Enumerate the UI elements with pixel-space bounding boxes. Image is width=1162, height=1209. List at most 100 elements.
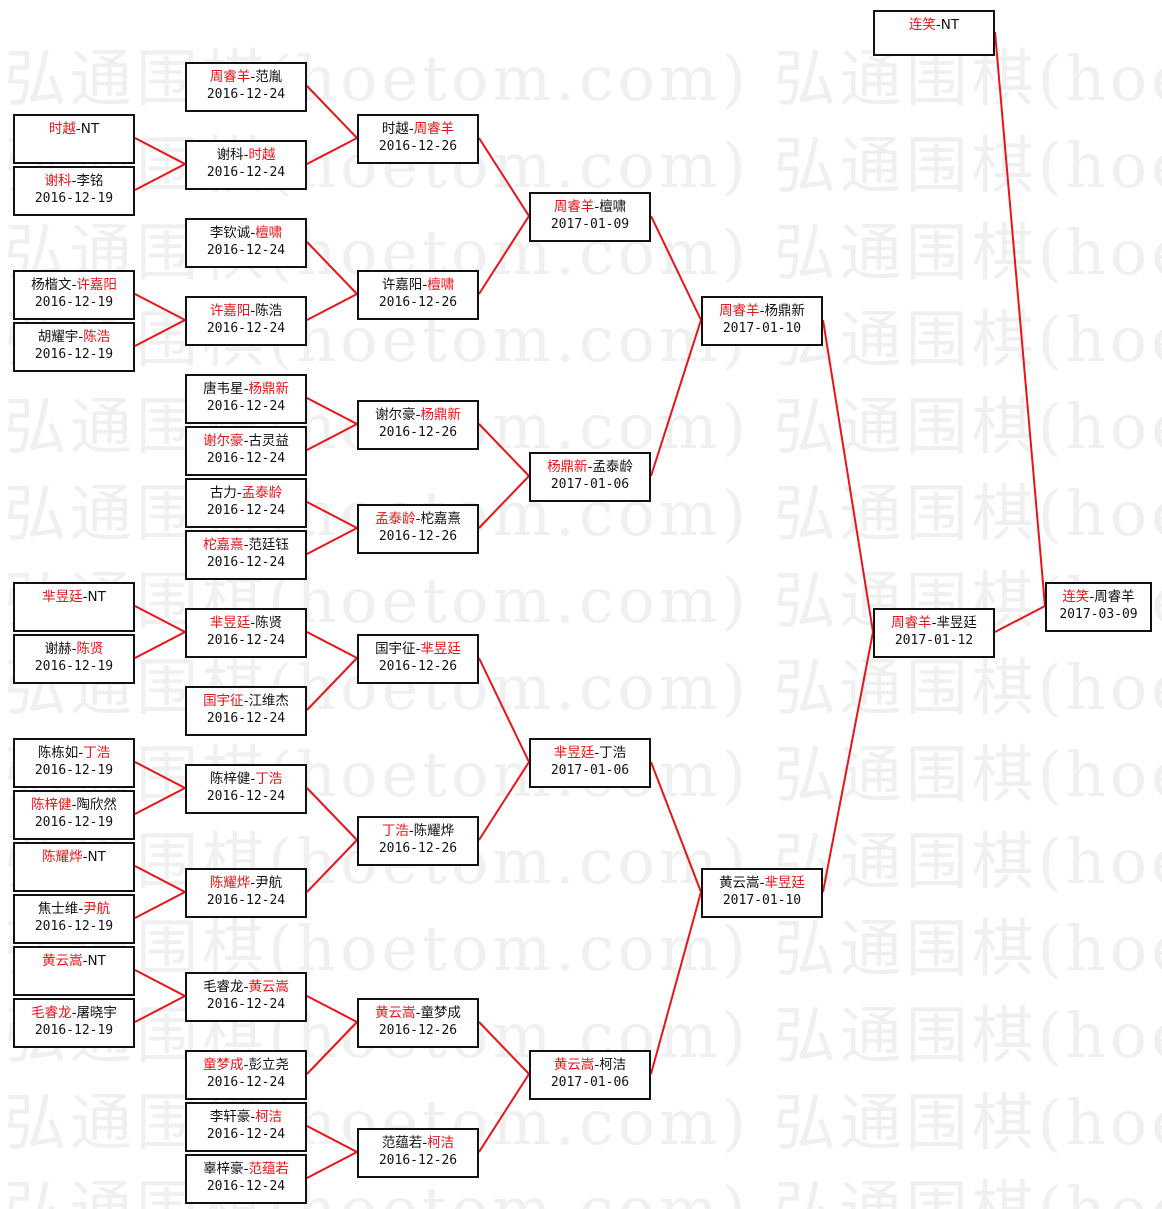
player-name: 杨鼎新 xyxy=(764,303,805,319)
winner-name: 许嘉阳 xyxy=(209,303,251,319)
match-players: 周睿羊-杨鼎新 xyxy=(703,302,821,320)
match-box: 古力-孟泰龄 2016-12-24 xyxy=(185,478,307,528)
match-box: 国宇征-芈昱廷 2016-12-26 xyxy=(357,634,479,684)
match-players: 谢科-李铭 xyxy=(15,172,133,190)
bracket-connector xyxy=(478,1021,530,1075)
match-date: 2016-12-19 xyxy=(34,659,114,674)
winner-name: 芈昱廷 xyxy=(209,615,251,631)
player-name: NT xyxy=(87,589,106,605)
player-name: 李轩豪 xyxy=(209,1109,251,1125)
winner-name: 黄云嵩 xyxy=(553,1057,595,1073)
separator: - xyxy=(243,147,249,163)
match-box: 芈昱廷-丁浩 2017-01-06 xyxy=(529,738,651,788)
player-name: 芈昱廷 xyxy=(936,615,977,631)
winner-name: 许嘉阳 xyxy=(76,277,117,293)
bracket-connector xyxy=(306,1151,358,1179)
separator: - xyxy=(71,173,77,189)
winner-name: 陈贤 xyxy=(76,641,104,657)
separator: - xyxy=(82,953,88,969)
separator: - xyxy=(759,875,765,891)
match-box: 毛睿龙-屠晓宇 2016-12-19 xyxy=(13,998,135,1048)
bracket-connector xyxy=(306,85,358,139)
player-name: NT xyxy=(87,849,106,865)
match-players: 周睿羊-范胤 xyxy=(187,68,305,86)
separator: - xyxy=(82,849,88,865)
player-name: 李钦诚 xyxy=(209,225,251,241)
player-name: 尹航 xyxy=(255,875,283,891)
winner-name: 连笑 xyxy=(1062,589,1090,605)
winner-name: 柯洁 xyxy=(255,1109,283,1125)
bracket-connector xyxy=(134,631,186,659)
bracket-connector xyxy=(306,293,358,321)
separator: - xyxy=(594,1057,600,1073)
match-date: 2016-12-26 xyxy=(378,1153,458,1168)
match-date: 2016-12-24 xyxy=(206,1127,286,1142)
player-name: NT xyxy=(940,17,960,33)
bracket-connector xyxy=(134,319,186,347)
match-players: 古力-孟泰龄 xyxy=(187,484,305,502)
player-name: 谢科 xyxy=(216,147,244,163)
player-name: 胡耀宇 xyxy=(37,329,79,345)
winner-name: 杨鼎新 xyxy=(547,459,588,475)
match-box: 童梦成-彭立尧 2016-12-24 xyxy=(185,1050,307,1100)
separator: - xyxy=(236,485,242,501)
bracket-connector xyxy=(994,31,1046,607)
match-box: 黄云嵩-童梦成 2016-12-26 xyxy=(357,998,479,1048)
winner-name: 丁浩 xyxy=(381,823,409,839)
match-box: 孟泰龄-柁嘉熹 2016-12-26 xyxy=(357,504,479,554)
match-box: 周睿羊-檀啸 2017-01-09 xyxy=(529,192,651,242)
separator: - xyxy=(82,589,88,605)
match-box: 焦士维-尹航 2016-12-19 xyxy=(13,894,135,944)
winner-name: 黄云嵩 xyxy=(375,1005,416,1021)
match-box: 国宇征-江维杰 2016-12-24 xyxy=(185,686,307,736)
separator: - xyxy=(78,329,84,345)
match-players: 谢科-时越 xyxy=(187,146,305,164)
winner-name: 毛睿龙 xyxy=(31,1005,72,1021)
match-date: 2016-12-19 xyxy=(34,191,114,206)
match-date: 2016-12-26 xyxy=(378,139,458,154)
separator: - xyxy=(71,641,77,657)
winner-name: 连笑 xyxy=(908,17,936,33)
match-players: 芈昱廷-丁浩 xyxy=(531,744,649,762)
player-name: 毛睿龙 xyxy=(203,979,244,995)
player-name: 唐韦星 xyxy=(203,381,244,397)
match-box: 芈昱廷-NT xyxy=(13,582,135,632)
match-box: 李钦诚-檀啸 2016-12-24 xyxy=(185,218,307,268)
separator: - xyxy=(243,1161,249,1177)
separator: - xyxy=(415,641,421,657)
match-box: 周睿羊-杨鼎新 2017-01-10 xyxy=(701,296,823,346)
winner-name: 丁浩 xyxy=(255,771,283,787)
player-name: 范廷钰 xyxy=(248,537,289,553)
bracket-connector xyxy=(478,215,530,295)
match-players: 李轩豪-柯洁 xyxy=(187,1108,305,1126)
bracket-connector xyxy=(306,501,358,529)
bracket-connector xyxy=(650,891,702,1075)
separator: - xyxy=(250,875,256,891)
match-players: 孟泰龄-柁嘉熹 xyxy=(359,510,477,528)
separator: - xyxy=(935,17,941,33)
match-players: 黄云嵩-NT xyxy=(15,952,133,970)
player-name: 古灵益 xyxy=(248,433,289,449)
match-box: 谢赫-陈贤 2016-12-19 xyxy=(13,634,135,684)
match-date: 2017-01-09 xyxy=(550,217,630,232)
separator: - xyxy=(408,823,414,839)
match-box: 李轩豪-柯洁 2016-12-24 xyxy=(185,1102,307,1152)
winner-name: 芈昱廷 xyxy=(420,641,461,657)
player-name: 丁浩 xyxy=(599,745,627,761)
player-name: NT xyxy=(87,953,106,969)
match-box: 周睿羊-范胤 2016-12-24 xyxy=(185,62,307,112)
match-date: 2016-12-24 xyxy=(206,165,286,180)
match-box: 陈耀烨-尹航 2016-12-24 xyxy=(185,868,307,918)
match-players: 国宇征-江维杰 xyxy=(187,692,305,710)
match-players: 陈梓健-丁浩 xyxy=(187,770,305,788)
match-date: 2016-12-24 xyxy=(206,555,286,570)
bracket-connector xyxy=(306,1021,358,1075)
match-date: 2016-12-26 xyxy=(378,295,458,310)
bracket-connector xyxy=(306,423,358,451)
separator: - xyxy=(408,121,414,137)
player-name: 陈浩 xyxy=(255,303,283,319)
bracket-connector xyxy=(822,631,874,893)
match-date: 2016-12-19 xyxy=(34,1023,114,1038)
